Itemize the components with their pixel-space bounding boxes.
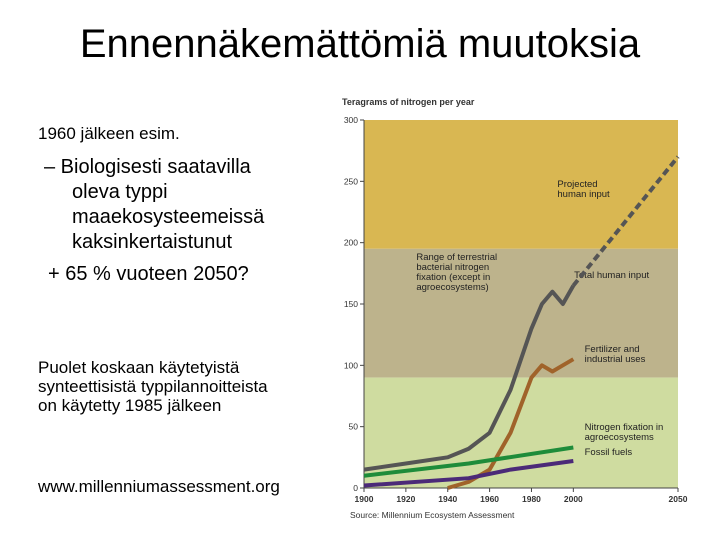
series-label-box: Total human input: [574, 271, 650, 281]
y-tick-label: 300: [344, 115, 358, 125]
x-tick-label: 1940: [438, 494, 457, 504]
series-label-box: Fossil fuels: [584, 447, 633, 458]
series-line: [363, 459, 574, 488]
band: [364, 120, 678, 249]
series-label-box: Nitrogen fixation in agroecosystems: [584, 423, 664, 444]
forecast: + 65 % vuoteen 2050?: [48, 263, 249, 285]
x-tick-label: 1980: [522, 494, 541, 504]
y-tick-label: 0: [353, 483, 358, 493]
x-tick-label: 2050: [669, 494, 688, 504]
series-label-box: Fertilizer and industrial uses: [584, 344, 646, 365]
series-label: Total human input: [574, 271, 650, 281]
url: www.millenniumassessment.org: [38, 477, 280, 496]
intro: 1960 jälkeen esim.: [38, 124, 180, 143]
x-tick-label: 1900: [355, 494, 374, 504]
band-label-box: Range of terrestrial bacterial nitrogen …: [416, 252, 498, 293]
series-label: Fossil fuels: [584, 447, 633, 458]
series-label: Projected human input: [557, 180, 610, 201]
bullet-line: kaksinkertaistunut: [72, 231, 233, 253]
y-tick-label: 250: [344, 176, 358, 186]
bullet-line: – Biologisesti saatavilla: [44, 156, 251, 178]
note-line: synteettisistä typpilannoitteista: [38, 377, 268, 396]
slide-title: Ennennäkemättömiä muutoksia: [79, 22, 641, 66]
series-label: Fertilizer and industrial uses: [584, 344, 646, 365]
x-tick-label: 1960: [480, 494, 499, 504]
series-label: Nitrogen fixation in agroecosystems: [584, 423, 664, 444]
series-line: [363, 445, 574, 478]
x-tick-label: 1920: [396, 494, 415, 504]
series-line: [571, 155, 680, 287]
series-label-box: Projected human input: [557, 180, 610, 201]
bullet-line: maaekosysteemeissä: [72, 206, 265, 228]
y-tick-label: 200: [344, 238, 358, 248]
source: Source: Millennium Ecosystem Assessment: [350, 510, 515, 520]
band-label: Range of terrestrial bacterial nitrogen …: [416, 252, 498, 293]
bullet-line: oleva typpi: [72, 181, 168, 203]
note-line: on käytetty 1985 jälkeen: [38, 396, 222, 415]
y-tick-label: 150: [344, 299, 358, 309]
series-line: [363, 284, 576, 472]
y-tick-label: 50: [349, 422, 359, 432]
y-tick-label: 100: [344, 360, 358, 370]
chart: Teragrams of nitrogen per year Source: M…: [342, 97, 688, 520]
axis-title: Teragrams of nitrogen per year: [342, 97, 475, 107]
note-line: Puolet koskaan käytetyistä: [38, 358, 240, 377]
x-tick-label: 2000: [564, 494, 583, 504]
